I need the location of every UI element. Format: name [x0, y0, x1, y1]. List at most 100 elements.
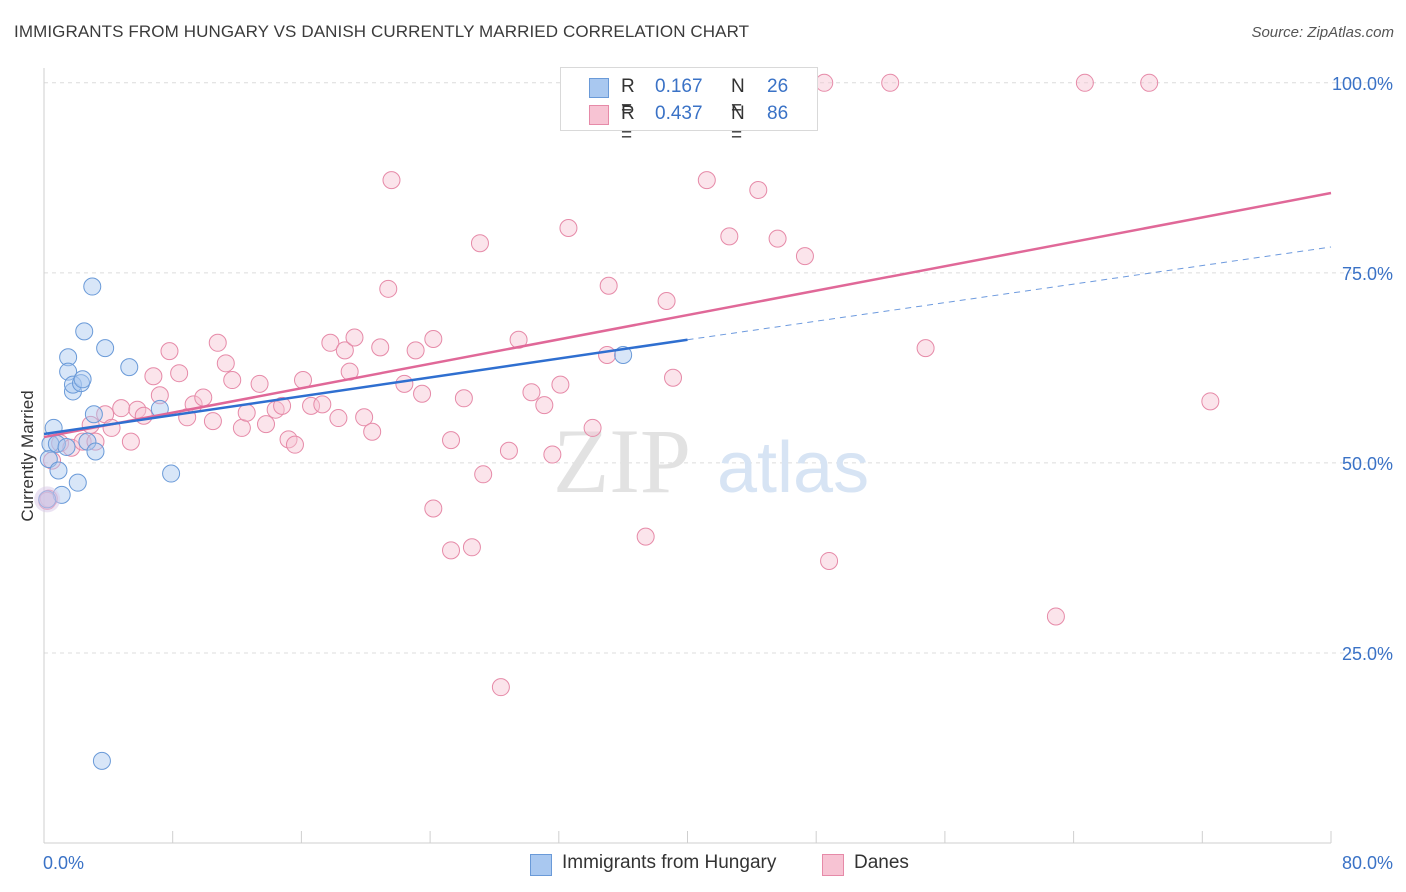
legend-n-value: 86	[767, 103, 789, 124]
hungary-point-cluster	[34, 486, 61, 513]
danes-point	[551, 375, 570, 394]
series-hungary	[34, 277, 633, 770]
danes-point	[345, 328, 364, 347]
legend-swatch-danes	[589, 105, 609, 125]
bottom-legend-swatch-hungary	[530, 854, 552, 876]
y-tick-label: 50.0%	[1342, 454, 1393, 474]
trend-line-danes	[43, 191, 1332, 439]
chart-title: IMMIGRANTS FROM HUNGARY VS DANISH CURREN…	[14, 22, 750, 41]
danes-point	[302, 396, 321, 415]
danes-point	[121, 432, 140, 451]
y-tick-label: 100.0%	[1332, 74, 1393, 94]
danes-point	[583, 418, 602, 437]
danes-point	[543, 445, 562, 464]
danes-point	[491, 678, 510, 697]
danes-point	[223, 371, 242, 390]
danes-point	[371, 338, 390, 357]
legend-r-value: 0.437	[655, 103, 703, 124]
hungary-point	[59, 348, 78, 367]
correlation-legend: R = 0.167 N = 26 R = 0.437 N = 86	[560, 67, 818, 146]
danes-point	[1140, 73, 1159, 92]
danes-point	[720, 227, 739, 246]
danes-point	[273, 396, 292, 415]
series-danes	[38, 73, 1220, 697]
danes-point	[216, 354, 235, 373]
danes-point	[462, 538, 481, 557]
hungary-point	[86, 442, 105, 461]
tick-labels: 25.0% 50.0% 75.0% 100.0% 0.0% 80.0%	[43, 74, 1393, 873]
danes-point	[73, 432, 92, 451]
hungary-point	[162, 464, 181, 483]
danes-point	[413, 384, 432, 403]
danes-point	[379, 279, 398, 298]
trend-line-hungary-extension	[687, 246, 1332, 341]
hungary-point	[73, 370, 92, 389]
danes-point	[636, 527, 655, 546]
legend-n-value: 26	[767, 76, 789, 97]
hungary-point	[84, 405, 103, 424]
danes-point	[535, 396, 554, 415]
danes-point	[355, 408, 374, 427]
danes-point	[150, 386, 169, 405]
danes-point	[768, 229, 787, 248]
danes-point	[144, 367, 163, 386]
danes-point	[395, 374, 414, 393]
danes-point	[598, 345, 617, 364]
danes-point	[1075, 73, 1094, 92]
danes-point	[881, 73, 900, 92]
danes-point	[522, 383, 541, 402]
danes-point	[815, 73, 834, 92]
danes-point	[1046, 607, 1065, 626]
danes-point	[203, 412, 222, 431]
danes-point	[112, 399, 131, 418]
danes-point	[335, 341, 354, 360]
y-tick-label: 25.0%	[1342, 644, 1393, 664]
y-tick-label: 75.0%	[1342, 264, 1393, 284]
danes-point	[599, 276, 618, 295]
danes-point	[664, 368, 683, 387]
bottom-legend-swatch-danes	[822, 854, 844, 876]
danes-point	[321, 333, 340, 352]
danes-point	[442, 431, 461, 450]
hungary-point	[49, 461, 68, 480]
danes-point	[749, 180, 768, 199]
y-axis-label: Currently Married	[18, 390, 37, 521]
danes-point	[194, 388, 213, 407]
x-tick-label: 0.0%	[43, 853, 84, 873]
danes-point	[424, 329, 443, 348]
danes-point	[406, 341, 425, 360]
danes-point	[697, 171, 716, 190]
danes-point	[454, 389, 473, 408]
danes-point	[285, 435, 304, 454]
source-label: Source: ZipAtlas.com	[1251, 24, 1394, 41]
danes-point	[62, 438, 81, 457]
hungary-point	[68, 473, 87, 492]
watermark-atlas: atlas	[717, 428, 869, 508]
legend-n-label: N =	[731, 103, 745, 146]
danes-point	[916, 339, 935, 358]
trend-line-hungary	[43, 338, 688, 436]
danes-point	[1201, 392, 1220, 411]
danes-point	[424, 499, 443, 518]
hungary-point	[92, 751, 111, 770]
danes-point	[442, 541, 461, 560]
danes-point	[657, 291, 676, 310]
trend-lines	[43, 191, 1332, 439]
danes-point	[237, 403, 256, 422]
x-tick-label: 80.0%	[1342, 853, 1393, 873]
hungary-point	[83, 277, 102, 296]
danes-point	[820, 551, 839, 570]
danes-point	[559, 219, 578, 238]
grid-lines	[44, 82, 1394, 654]
danes-point	[160, 342, 179, 361]
hungary-point	[75, 322, 94, 341]
hungary-point	[120, 358, 139, 377]
danes-point	[257, 415, 276, 434]
danes-point	[250, 374, 269, 393]
legend-r-label: R =	[621, 103, 635, 146]
danes-point	[470, 234, 489, 253]
hungary-point	[96, 339, 115, 358]
danes-point	[329, 409, 348, 428]
legend-swatch-hungary	[589, 78, 609, 98]
